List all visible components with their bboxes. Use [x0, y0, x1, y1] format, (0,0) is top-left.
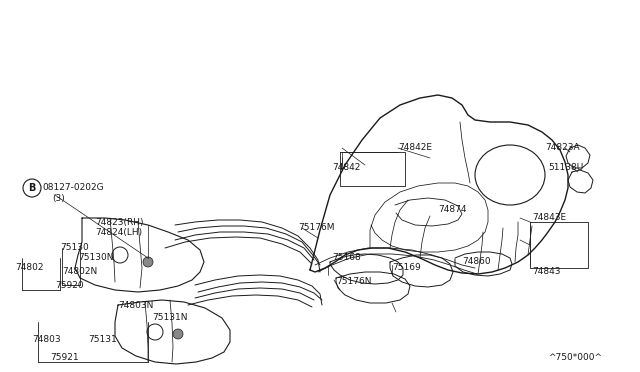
Text: 75920: 75920 — [55, 280, 84, 289]
Text: 75131: 75131 — [88, 336, 116, 344]
Text: 75169: 75169 — [392, 263, 420, 273]
Circle shape — [143, 257, 153, 267]
Text: 74803: 74803 — [32, 336, 61, 344]
Text: 74802N: 74802N — [62, 267, 97, 276]
Text: 75176N: 75176N — [336, 278, 371, 286]
Text: 74843: 74843 — [532, 267, 561, 276]
Text: 74824(LH): 74824(LH) — [95, 228, 142, 237]
Text: 75176M: 75176M — [298, 224, 335, 232]
Text: B: B — [28, 183, 36, 193]
Text: 08127-0202G: 08127-0202G — [42, 183, 104, 192]
Circle shape — [173, 329, 183, 339]
Text: 74842: 74842 — [332, 164, 360, 173]
Text: 74823A: 74823A — [545, 144, 580, 153]
Text: 74874: 74874 — [438, 205, 467, 215]
Text: 75130: 75130 — [60, 244, 89, 253]
Text: 74842E: 74842E — [398, 144, 432, 153]
Text: 75168: 75168 — [332, 253, 361, 263]
Text: 75130N: 75130N — [78, 253, 113, 263]
Text: 51138U: 51138U — [548, 164, 583, 173]
Text: 74860: 74860 — [462, 257, 491, 266]
Text: 74823(RH): 74823(RH) — [95, 218, 143, 227]
Text: 74843E: 74843E — [532, 214, 566, 222]
Text: 75131N: 75131N — [152, 314, 188, 323]
Text: 74803N: 74803N — [118, 301, 154, 310]
Text: (3): (3) — [52, 193, 65, 202]
Text: 74802: 74802 — [15, 263, 44, 273]
Text: 75921: 75921 — [50, 353, 79, 362]
Text: ^750*000^: ^750*000^ — [548, 353, 602, 362]
